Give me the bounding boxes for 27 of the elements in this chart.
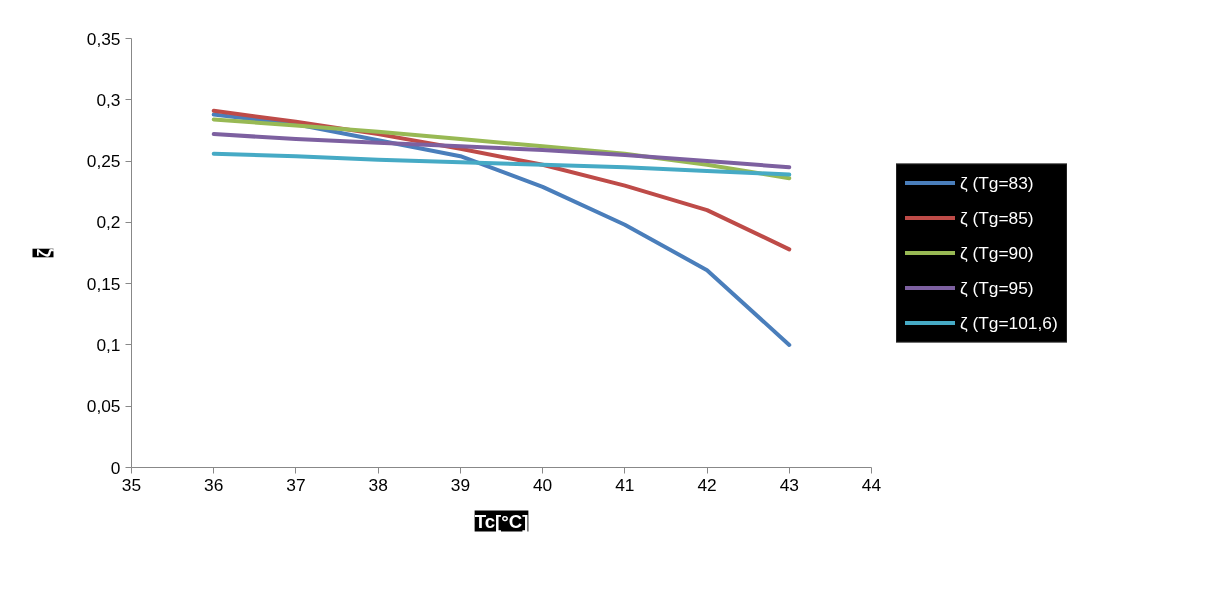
- line-series: [211, 132, 792, 170]
- legend-label: ζ (Tg=95): [960, 277, 1034, 298]
- x-tick-label: 43: [779, 474, 799, 495]
- x-axis-title: Tc[°C]: [474, 510, 529, 532]
- x-tick-label: 37: [286, 474, 306, 495]
- x-tick-label: 41: [615, 474, 635, 495]
- y-tick-label: 0,15: [86, 273, 121, 294]
- x-tick-label: 36: [204, 474, 224, 495]
- legend-label: ζ (Tg=101,6): [960, 312, 1058, 333]
- legend-label: ζ (Tg=90): [960, 242, 1034, 263]
- legend-label: ζ (Tg=85): [960, 207, 1034, 228]
- y-tick-label: 0,05: [86, 396, 121, 417]
- y-tick-label: 0,2: [96, 212, 121, 233]
- y-tick-label: 0: [110, 457, 121, 478]
- y-tick-label: 0,3: [96, 89, 121, 110]
- x-tick-label: 39: [450, 474, 471, 495]
- x-tick-label: 35: [121, 474, 142, 495]
- y-tick-label: 0,1: [96, 334, 121, 355]
- legend-label: ζ (Tg=83): [960, 172, 1034, 193]
- line-series: [211, 151, 792, 177]
- x-tick-label: 42: [697, 474, 717, 495]
- x-tick-label: 38: [368, 474, 388, 495]
- y-tick-label: 0,25: [86, 151, 121, 172]
- y-axis-title: ζ: [32, 248, 55, 258]
- y-tick-label: 0,35: [86, 28, 121, 49]
- x-tick-label: 40: [532, 474, 553, 495]
- x-tick-label: 44: [861, 474, 882, 495]
